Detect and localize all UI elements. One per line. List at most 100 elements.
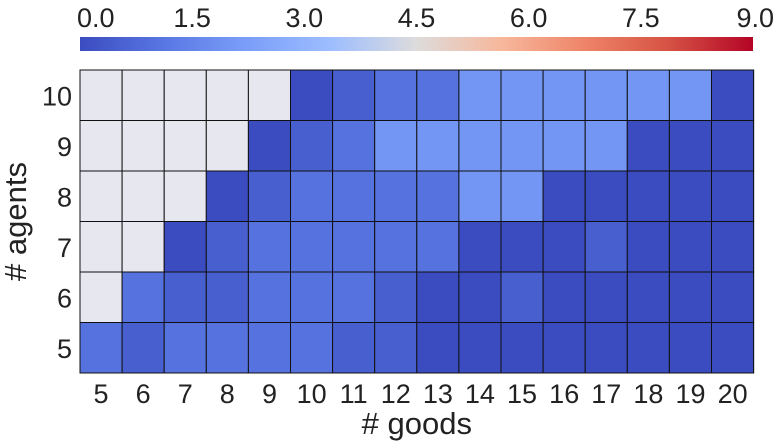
heatmap-cell xyxy=(163,69,207,121)
x-tick-label: 7 xyxy=(178,379,193,409)
x-tick-label: 14 xyxy=(465,379,495,409)
heatmap-cell xyxy=(711,120,755,172)
colorbar: 0.0 1.5 3.0 4.5 6.0 7.5 9.0 xyxy=(77,3,774,51)
heatmap-cell xyxy=(163,221,207,273)
x-tick-label: 9 xyxy=(262,379,277,409)
y-tick-label: 10 xyxy=(42,81,72,111)
y-tick-label: 5 xyxy=(57,334,72,364)
x-tick-label: 17 xyxy=(591,379,621,409)
x-tick-label: 18 xyxy=(633,379,663,409)
heatmap-cell xyxy=(584,271,628,323)
heatmap-cell xyxy=(121,271,165,323)
heatmap-cell xyxy=(290,221,334,273)
heatmap-cell xyxy=(290,170,334,222)
heatmap-cell xyxy=(500,170,544,222)
heatmap-cell xyxy=(247,322,291,374)
x-tick-label: 11 xyxy=(340,379,368,409)
heatmap-cell xyxy=(163,120,207,172)
heatmap-cell xyxy=(79,69,123,121)
colorbar-tick-label: 9.0 xyxy=(736,3,774,33)
heatmap-cell xyxy=(121,120,165,172)
heatmap-cell xyxy=(626,69,670,121)
heatmap-cell xyxy=(500,221,544,273)
grid-frame xyxy=(79,69,755,374)
colorbar-gradient xyxy=(80,37,753,51)
x-tick-label: 12 xyxy=(381,379,411,409)
colorbar-tick-label: 4.5 xyxy=(398,3,436,33)
heatmap-cell xyxy=(458,221,502,273)
heatmap-cell xyxy=(626,322,670,374)
heatmap-cell xyxy=(374,322,418,374)
heatmap-cell xyxy=(332,271,376,323)
heatmap-cell xyxy=(542,120,586,172)
heatmap-cell xyxy=(584,69,628,121)
y-tick-label: 8 xyxy=(57,182,72,212)
heatmap-cell xyxy=(290,322,334,374)
heatmap-cell xyxy=(247,170,291,222)
x-tick-label: 13 xyxy=(423,379,453,409)
heatmap-cell xyxy=(668,221,713,273)
heatmap-cell xyxy=(542,170,586,222)
y-tick-label: 7 xyxy=(57,233,72,263)
heatmap-cell xyxy=(458,120,502,172)
x-axis-title: # goods xyxy=(362,406,472,441)
x-tick-label: 10 xyxy=(297,379,327,409)
heatmap-cell xyxy=(458,271,502,323)
heatmap-cell xyxy=(584,221,628,273)
colorbar-tick-label: 6.0 xyxy=(510,3,548,33)
heatmap-cell xyxy=(584,120,628,172)
heatmap-cell xyxy=(500,271,544,323)
heatmap-cell xyxy=(500,69,544,121)
heatmap-cell xyxy=(79,170,123,222)
heatmap-cell xyxy=(163,322,207,374)
heatmap-cell xyxy=(668,322,713,374)
heatmap-cell xyxy=(79,271,123,323)
x-tick-label: 8 xyxy=(220,379,235,409)
heatmap-cell xyxy=(668,69,713,121)
x-tick-labels: 5 6 7 8 9 10 11 12 13 14 15 16 17 18 19 20 xyxy=(93,379,747,409)
heatmap-cell xyxy=(711,69,755,121)
heatmap-cell xyxy=(626,120,670,172)
heatmap-cell xyxy=(584,322,628,374)
heatmap-cell xyxy=(711,221,755,273)
heatmap-cell xyxy=(458,170,502,222)
y-tick-labels: 5 6 7 8 9 10 xyxy=(42,81,72,364)
heatmap-cell xyxy=(332,322,376,374)
heatmap-cell xyxy=(416,120,460,172)
y-tick-label: 9 xyxy=(57,132,72,162)
heatmap-cell xyxy=(668,170,713,222)
heatmap-cell xyxy=(416,271,460,323)
heatmap-cell xyxy=(626,221,670,273)
heatmap-cell xyxy=(332,120,376,172)
heatmap-cell xyxy=(542,322,586,374)
heatmap-cell xyxy=(711,170,755,222)
heatmap-cell xyxy=(542,221,586,273)
colorbar-tick-label: 7.5 xyxy=(622,3,660,33)
heatmap-cell xyxy=(247,221,291,273)
heatmap-cell xyxy=(374,120,418,172)
heatmap-cell xyxy=(79,221,123,273)
heatmap-cell xyxy=(626,170,670,222)
heatmap-cell xyxy=(205,69,249,121)
y-axis-title: # agents xyxy=(0,162,33,281)
heatmap-cell xyxy=(711,271,755,323)
heatmap-cell xyxy=(668,120,713,172)
y-tick-label: 6 xyxy=(57,283,72,313)
heatmap-cell xyxy=(416,69,460,121)
heatmap-cell xyxy=(374,271,418,323)
heatmap-cell xyxy=(247,69,291,121)
heatmap-cell xyxy=(121,170,165,222)
heatmap-cell xyxy=(332,170,376,222)
heatmap-cell xyxy=(121,221,165,273)
heatmap-cell xyxy=(121,69,165,121)
heatmap-cell xyxy=(247,271,291,323)
heatmap-cell xyxy=(205,221,249,273)
heatmap-cell xyxy=(79,120,123,172)
heatmap-cell xyxy=(374,170,418,222)
heatmap-cell xyxy=(205,120,249,172)
heatmap-cell xyxy=(374,221,418,273)
x-tick-label: 20 xyxy=(718,379,748,409)
heatmap-cell xyxy=(290,120,334,172)
heatmap-cell xyxy=(121,322,165,374)
colorbar-tick-label: 1.5 xyxy=(173,3,211,33)
